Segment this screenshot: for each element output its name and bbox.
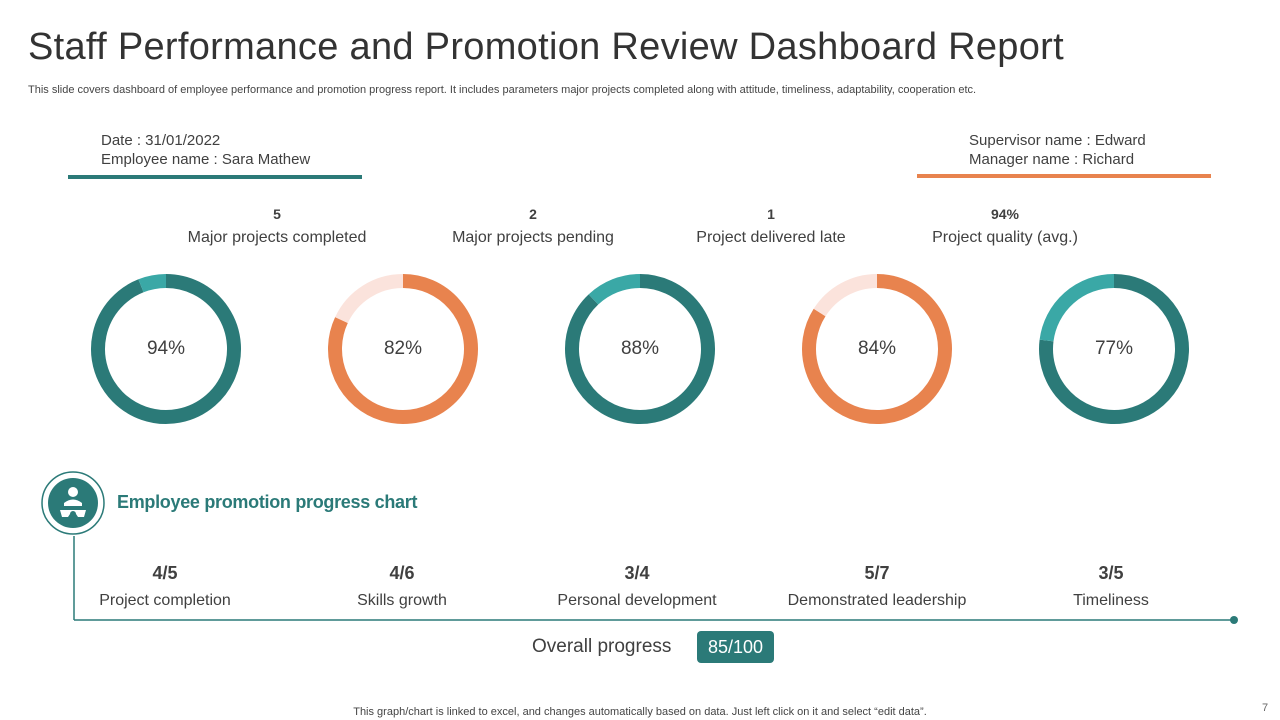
donut-2-remainder-arc	[335, 274, 404, 324]
progress-value: 3/4	[624, 563, 650, 583]
progress-label: Demonstrated leadership	[787, 592, 967, 609]
donut-3-value-arc	[565, 274, 715, 424]
donut-4-svg	[802, 274, 952, 424]
metric-label: Major projects completed	[187, 229, 367, 246]
metric-delivered-late: 1 Project delivered late	[661, 206, 881, 247]
progress-item-personal-development: 3/4 Personal development	[527, 563, 747, 610]
donut-4-remainder-arc	[813, 274, 878, 317]
donut-2-value-arc	[328, 274, 478, 424]
donut-1-svg	[91, 274, 241, 424]
metric-value: 2	[529, 206, 537, 222]
donut-chart-2: 82%	[323, 269, 483, 429]
left-divider	[68, 175, 362, 179]
metric-value: 94%	[990, 206, 1020, 222]
page-title: Staff Performance and Promotion Review D…	[28, 26, 1064, 68]
donut-4-label: 84%	[857, 338, 897, 359]
donut-1-remainder-arc	[138, 274, 167, 293]
progress-label: Project completion	[99, 592, 231, 609]
metric-projects-pending: 2 Major projects pending	[423, 206, 643, 247]
donut-chart-3: 88%	[560, 269, 720, 429]
metric-label: Project quality (avg.)	[932, 229, 1078, 246]
metric-label: Major projects pending	[452, 229, 614, 246]
metric-value: 5	[273, 206, 281, 222]
progress-item-skills-growth: 4/6 Skills growth	[292, 563, 512, 610]
progress-item-project-completion: 4/5 Project completion	[55, 563, 275, 610]
promotion-title: Employee promotion progress chart	[117, 492, 418, 512]
donut-5-value-arc	[1039, 274, 1189, 424]
right-divider	[917, 174, 1211, 178]
info-right: Supervisor name : Edward Manager name : …	[969, 131, 1146, 169]
metric-label: Project delivered late	[696, 229, 846, 246]
supervisor-name: Supervisor name : Edward	[969, 132, 1146, 149]
donut-5-remainder-arc	[1039, 274, 1115, 342]
progress-item-timeliness: 3/5 Timeliness	[1001, 563, 1221, 610]
report-date: Date : 31/01/2022	[101, 132, 221, 149]
timeline-end-dot	[1230, 616, 1238, 624]
progress-label: Personal development	[557, 592, 717, 609]
donut-1-label: 94%	[146, 338, 186, 359]
page-number: 7	[1262, 702, 1269, 714]
donut-2-label: 82%	[383, 338, 423, 359]
donut-1-value-arc	[91, 274, 241, 424]
manager-name: Manager name : Richard	[969, 151, 1135, 168]
donut-3-label: 88%	[620, 338, 660, 359]
progress-item-demonstrated-leadership: 5/7 Demonstrated leadership	[767, 563, 987, 610]
donut-chart-1: 94%	[86, 269, 246, 429]
page-subtitle: This slide covers dashboard of employee …	[28, 84, 977, 96]
overall-progress-badge: 85/100	[697, 631, 774, 663]
info-left: Date : 31/01/2022 Employee name : Sara M…	[101, 131, 310, 169]
donut-5-label: 77%	[1094, 338, 1134, 359]
progress-value: 3/5	[1098, 563, 1124, 583]
progress-label: Skills growth	[357, 592, 447, 609]
progress-value: 4/5	[152, 563, 178, 583]
progress-value: 5/7	[864, 563, 890, 583]
progress-label: Timeliness	[1073, 592, 1149, 609]
employee-name: Employee name : Sara Mathew	[101, 151, 311, 168]
progress-value: 4/6	[389, 563, 415, 583]
promotion-timeline	[41, 471, 1238, 624]
metric-value: 1	[767, 206, 775, 222]
donut-2-svg	[328, 274, 478, 424]
donut-3-svg	[565, 274, 715, 424]
donut-5-svg	[1039, 274, 1189, 424]
donut-3-remainder-arc	[588, 274, 641, 305]
overall-progress-label: Overall progress	[532, 636, 672, 657]
footer-note: This graph/chart is linked to excel, and…	[353, 706, 927, 718]
metric-project-quality: 94% Project quality (avg.)	[895, 206, 1115, 247]
donut-chart-5: 77%	[1034, 269, 1194, 429]
metric-projects-completed: 5 Major projects completed	[167, 206, 387, 247]
donut-chart-4: 84%	[797, 269, 957, 429]
employee-gear-icon	[48, 478, 98, 528]
donut-4-value-arc	[802, 274, 952, 424]
